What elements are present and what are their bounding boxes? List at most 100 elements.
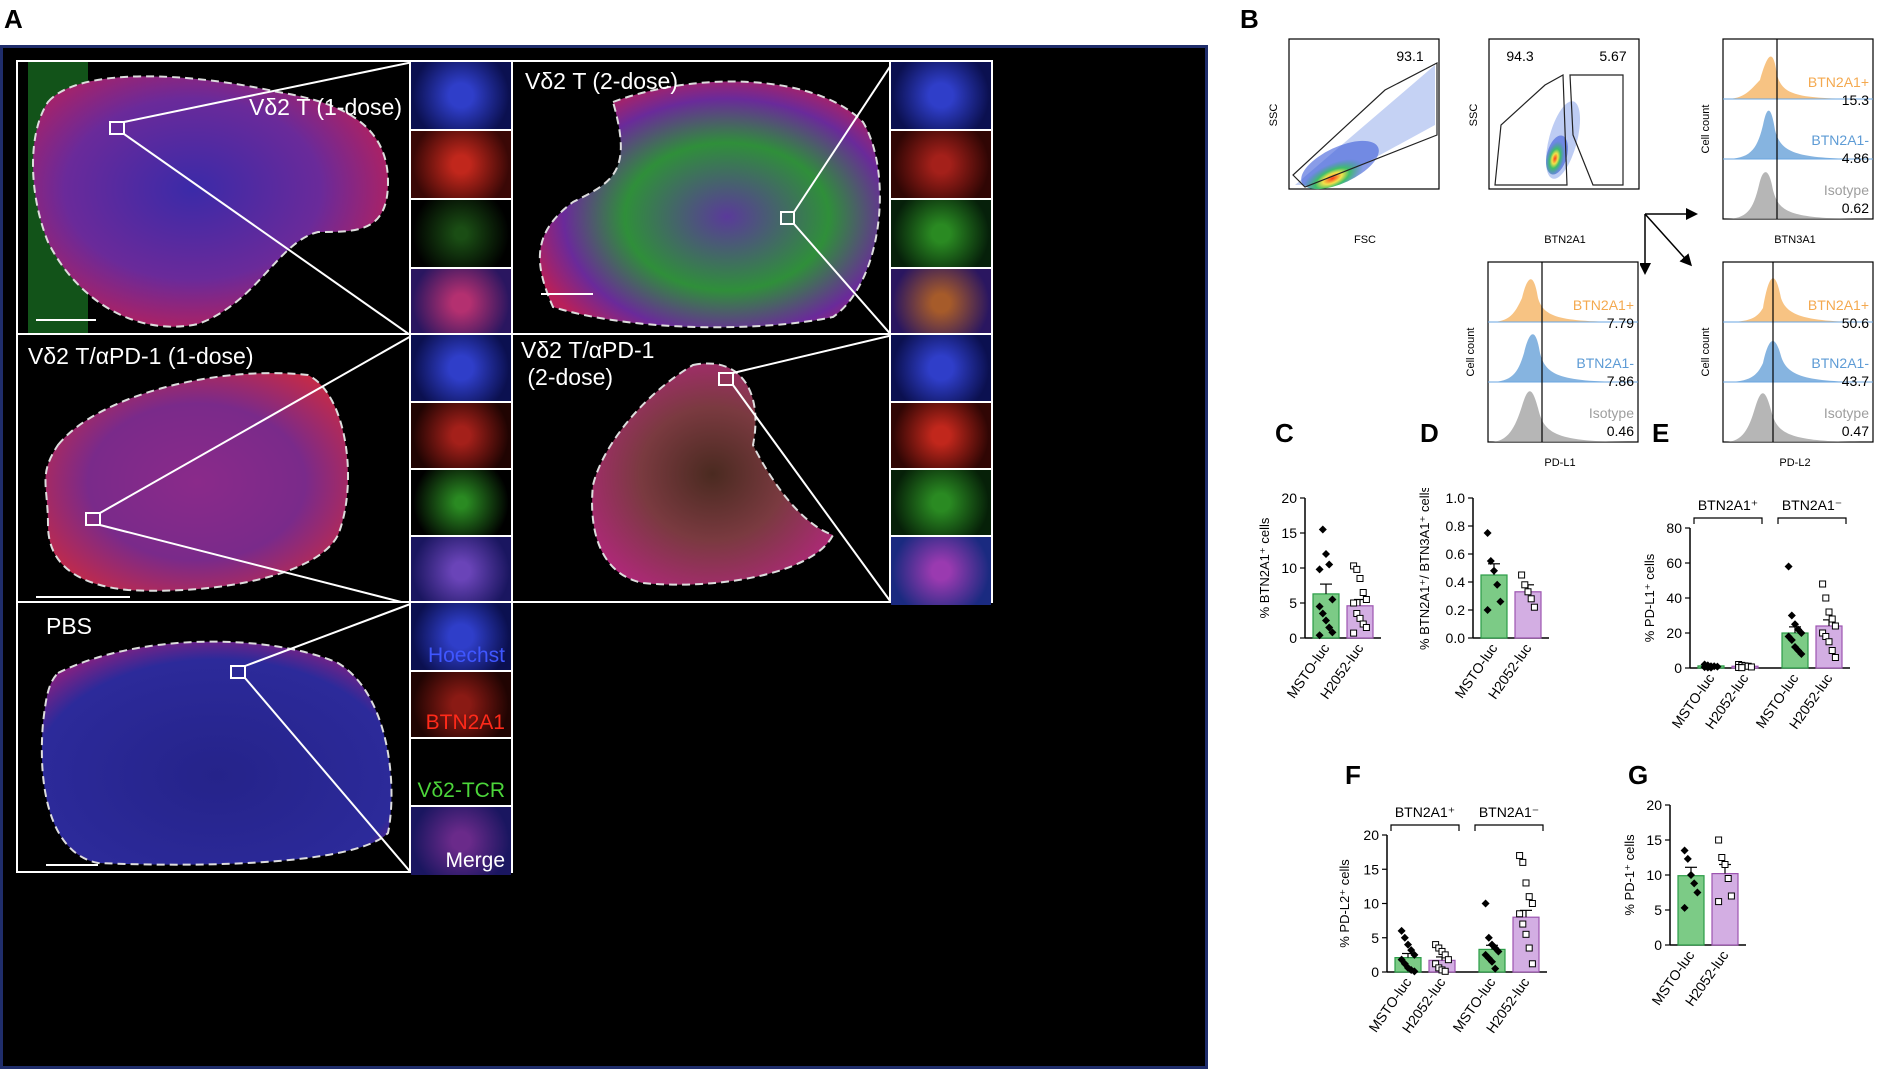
data-point — [1831, 622, 1839, 630]
data-point — [1707, 663, 1715, 672]
y-tick-label: 10 — [1363, 896, 1379, 912]
y-tick-label: 5 — [1654, 902, 1662, 918]
data-point — [1410, 950, 1419, 959]
chart-d: 0.0 0.2 0.4 0.6 0.8 1.0 % BTN2A1⁺/ BTN3A1⁺ cel… — [1417, 488, 1549, 702]
channel-btn2a1 — [411, 403, 511, 470]
data-point — [1797, 629, 1806, 637]
channel-merge — [411, 269, 511, 337]
data-point — [1486, 557, 1495, 565]
data-point — [1359, 589, 1367, 596]
y-axis-label: Cell count — [1700, 328, 1712, 377]
flow-histogram-pdl1: BTN2A1+ 7.79 BTN2A1- 7.86 Isotype 0.46 P… — [1465, 261, 1639, 469]
data-point — [1727, 892, 1735, 900]
data-point — [1315, 631, 1324, 640]
tile-label: Vδ2 T/αPD-1 (2-dose) — [521, 337, 655, 390]
tissue-image — [538, 66, 889, 333]
data-point — [1404, 963, 1412, 972]
data-point — [1718, 854, 1726, 861]
data-point — [1825, 608, 1833, 616]
panel-c-label: C — [1275, 418, 1294, 448]
tile-label: PBS — [46, 613, 93, 639]
y-tick-label: 10 — [1646, 867, 1662, 883]
channel-merge — [411, 537, 511, 605]
data-point — [1831, 654, 1839, 661]
y-tick-label: 60 — [1666, 555, 1682, 571]
bar — [1312, 593, 1340, 639]
channel-hoechst — [891, 62, 991, 131]
data-point — [1318, 525, 1327, 534]
bar — [1677, 875, 1705, 946]
group-label: BTN2A1⁻ — [1782, 497, 1842, 513]
hist-row-name: BTN2A1+ — [1808, 297, 1869, 313]
y-axis-label: % BTN2A1⁺ cells — [1257, 517, 1272, 618]
data-point — [1791, 620, 1799, 629]
data-point — [1819, 580, 1827, 588]
data-point — [1787, 636, 1796, 644]
data-point — [1525, 893, 1533, 901]
legend-vd2-tcr: Vδ2-TCR — [417, 779, 505, 802]
hist-row-name: BTN2A1- — [1811, 355, 1869, 371]
data-point — [1483, 606, 1492, 614]
y-tick-label: 0.4 — [1446, 574, 1466, 590]
data-point — [1521, 581, 1529, 589]
tile-label: Vδ2 T/αPD-1 (1-dose) — [28, 343, 254, 369]
y-tick-label: 20 — [1363, 827, 1379, 843]
data-point — [1518, 571, 1526, 579]
group-bracket — [1474, 824, 1544, 831]
panel-b-label: B — [1240, 4, 1259, 34]
group-label: BTN2A1⁻ — [1479, 804, 1539, 820]
y-tick-label: 0.0 — [1446, 630, 1466, 646]
panel-e-label: E — [1652, 418, 1670, 448]
data-point — [1356, 575, 1364, 582]
channel-legend-strip: Hoechst BTN2A1 Vδ2-TCR Merge — [409, 601, 513, 875]
data-point — [1519, 858, 1527, 866]
y-tick-label: 80 — [1666, 520, 1682, 536]
y-axis-label: SSC — [1468, 104, 1480, 127]
data-point — [1828, 615, 1836, 623]
y-tick-label: 0 — [1654, 937, 1662, 953]
data-point — [1404, 940, 1412, 949]
data-point — [1315, 565, 1324, 574]
data-point — [1713, 662, 1722, 671]
data-point — [1530, 603, 1538, 611]
channel-btn2a1: BTN2A1 — [411, 672, 511, 739]
channel-hoechst — [411, 62, 511, 131]
channel-btn2a1 — [411, 131, 511, 200]
data-point — [1828, 647, 1836, 654]
data-point — [1325, 623, 1334, 632]
hist-row-name: Isotype — [1824, 182, 1869, 198]
data-point — [1328, 628, 1337, 637]
panel-g-label: G — [1628, 760, 1649, 790]
data-point — [1496, 597, 1505, 606]
y-axis-label: Cell count — [1465, 328, 1477, 377]
channel-btn2a1 — [891, 403, 991, 470]
group-bracket — [1777, 517, 1847, 524]
y-axis-label: SSC — [1268, 104, 1280, 127]
data-point — [1747, 663, 1755, 671]
data-point — [1400, 933, 1409, 942]
data-point — [1318, 609, 1327, 618]
channel-strip-3 — [409, 333, 513, 605]
hist-row-name: Isotype — [1824, 405, 1869, 421]
y-tick-label: 0 — [1289, 630, 1297, 646]
channel-btn2a1 — [891, 131, 991, 200]
gating-arrows — [1640, 208, 1698, 275]
hist-row-value: 0.47 — [1842, 423, 1869, 439]
hist-row-name: Isotype — [1589, 405, 1634, 421]
bar — [1711, 872, 1739, 946]
data-point — [1715, 898, 1723, 906]
data-point — [1693, 888, 1702, 897]
data-point — [1724, 875, 1732, 882]
hist-row-value: 43.7 — [1842, 373, 1869, 389]
data-point — [1516, 852, 1524, 860]
channel-merge — [891, 269, 991, 337]
y-tick-label: 15 — [1363, 861, 1379, 877]
tile-vd2-apd1-2dose: Vδ2 T/αPD-1 (2-dose) — [511, 333, 891, 603]
tissue-image — [28, 62, 414, 333]
data-point — [1522, 879, 1530, 887]
y-tick-label: 0.6 — [1446, 546, 1466, 562]
data-point — [1328, 595, 1337, 604]
